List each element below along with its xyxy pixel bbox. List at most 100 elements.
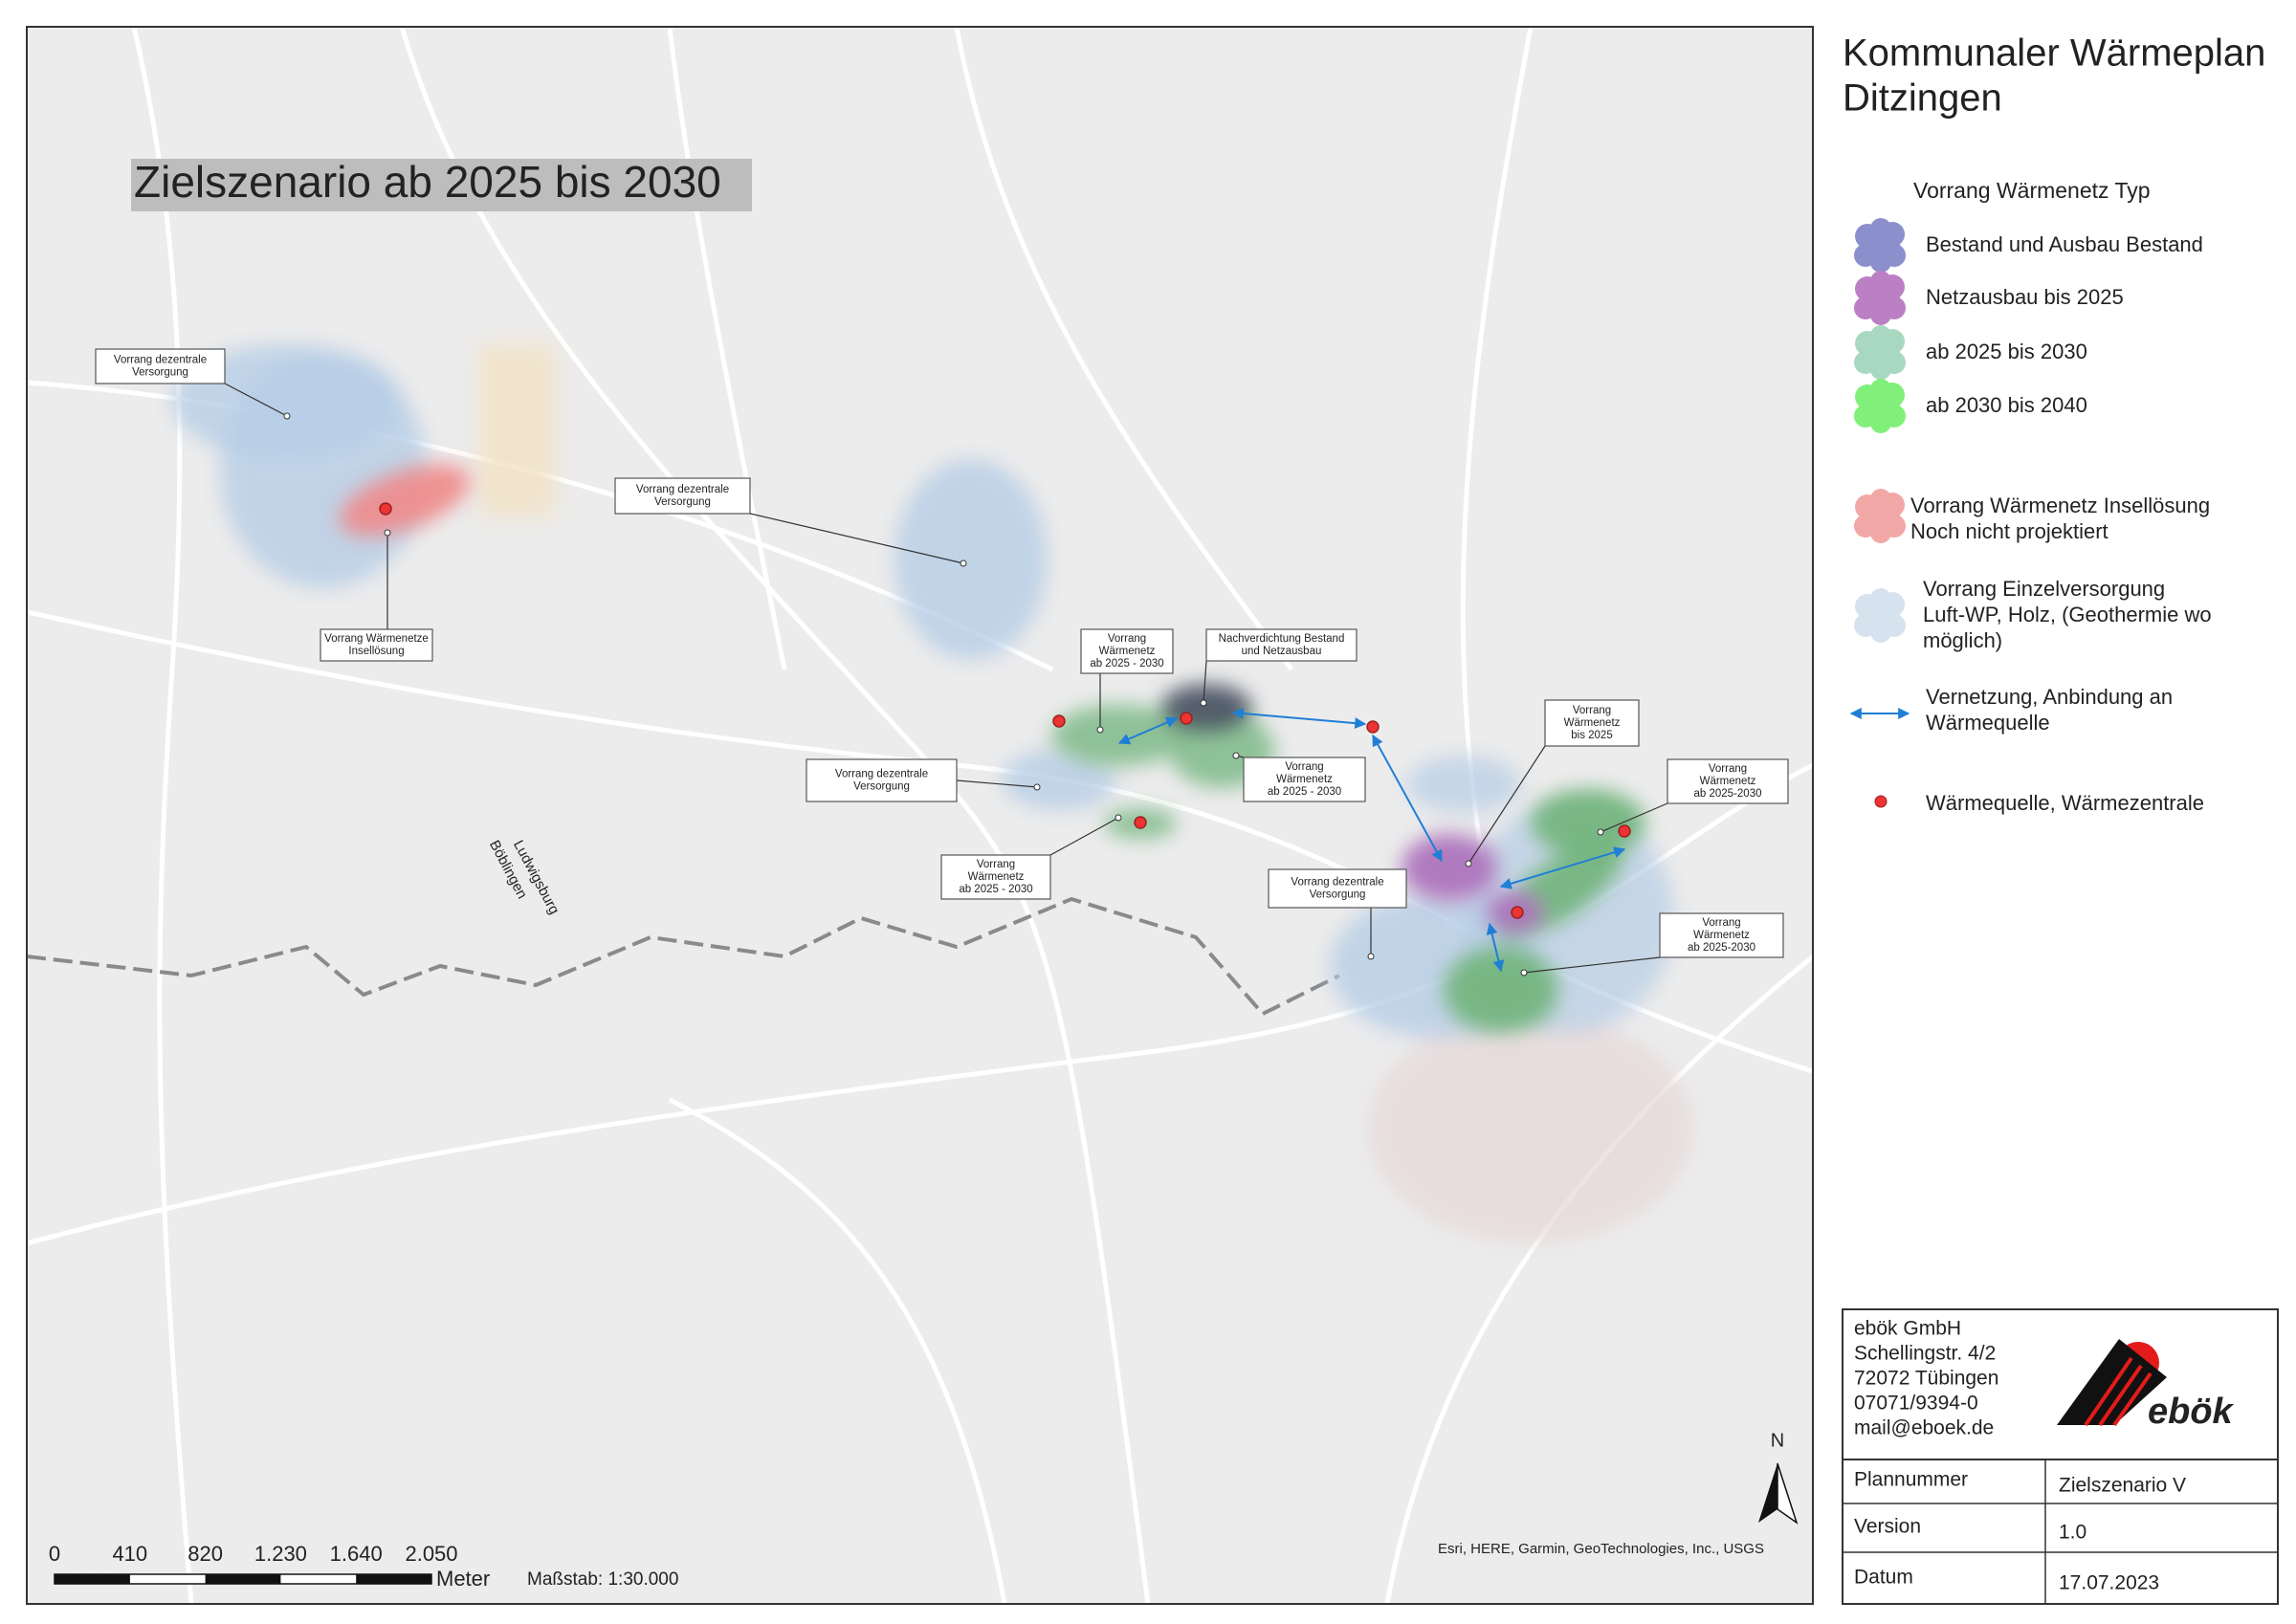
links — [1117, 707, 1626, 973]
callout-box — [1080, 628, 1174, 674]
callout-text: ab 2025 - 2030 — [1090, 658, 1163, 669]
leader-point — [1520, 969, 1528, 977]
scale-text: Maßstab: 1:30.000 — [527, 1569, 678, 1590]
callout-box — [1667, 758, 1789, 804]
callout-box — [1544, 699, 1640, 747]
legend-label: Netzausbau bis 2025 — [1926, 285, 2124, 309]
callout-text: Vorrang — [1702, 917, 1740, 929]
logo — [2057, 1339, 2167, 1427]
legend-swatch — [1870, 412, 1891, 433]
address-line: 07071/9394-0 — [1854, 1393, 1978, 1415]
legend-label: Vorrang Einzelversorgung — [1923, 577, 2165, 601]
legend-swatch — [1870, 379, 1891, 400]
network-areas — [339, 464, 1645, 1033]
callout-text: Nachverdichtung Bestand — [1219, 633, 1345, 645]
callout-box — [806, 758, 958, 802]
callout-text: Wärmenetz — [1276, 774, 1333, 785]
legend-swatch — [1870, 271, 1891, 292]
callout-text: Vorrang — [1285, 761, 1323, 773]
scale-label: 0 — [49, 1542, 60, 1566]
leader-point — [1597, 828, 1604, 836]
info: ebök GmbH Schellingstr. 4/2 72072 Tübingen… — [1854, 1318, 2186, 1594]
map-title: Zielszenario ab 2025 bis 2030 — [134, 157, 721, 207]
scale-label: 410 — [112, 1542, 147, 1566]
scale-unit: Meter — [436, 1567, 490, 1591]
scale-segment — [111, 1574, 130, 1584]
north-arrow — [1777, 1462, 1799, 1525]
callout-text: Vorrang — [977, 859, 1015, 870]
leader-point — [1200, 699, 1207, 707]
callout-box — [1205, 628, 1358, 662]
legend-swatch — [1870, 489, 1891, 510]
callout-text: ab 2025 - 2030 — [1268, 786, 1341, 798]
legend-swatch — [1870, 588, 1891, 609]
map-frame — [26, 26, 1814, 1605]
callout-text: Vorrang dezentrale — [835, 769, 928, 780]
address-line: Schellingstr. 4/2 — [1854, 1343, 1996, 1365]
leader-line — [1523, 956, 1661, 974]
leader-point — [1232, 752, 1240, 759]
callout-text: Wärmenetz — [1099, 646, 1156, 657]
legend-label: Vernetzung, Anbindung an — [1926, 685, 2173, 709]
scale-label: 1.230 — [254, 1542, 307, 1566]
leader-point — [960, 560, 967, 567]
legend-label: Luft-WP, Holz, (Geothermie wo — [1923, 603, 2212, 626]
info-cell: Datum — [1854, 1567, 1913, 1589]
callout-text: Wärmenetz — [1693, 930, 1750, 941]
scale-segment — [55, 1574, 130, 1584]
callout-box — [1659, 912, 1784, 958]
north-label: N — [1771, 1430, 1784, 1451]
callout-text: Vorrang — [1108, 633, 1146, 645]
roads — [27, 27, 1813, 1604]
leader-line — [1049, 817, 1119, 856]
legend-swatch — [1870, 252, 1891, 273]
callout-text: ab 2025-2030 — [1694, 788, 1762, 800]
leader-point — [1367, 953, 1375, 960]
leader-point — [1465, 860, 1472, 867]
callout-box — [940, 854, 1051, 900]
legend-label: ab 2030 bis 2040 — [1926, 393, 2087, 417]
legend-label: möglich) — [1923, 628, 2002, 652]
callout-text: Vorrang dezentrale — [114, 355, 207, 366]
map-title-box — [131, 159, 752, 211]
callout-text: ab 2025-2030 — [1688, 942, 1755, 954]
legend-label: Bestand und Ausbau Bestand — [1926, 232, 2203, 256]
legend-swatch — [1870, 218, 1891, 239]
callout-text: Versorgung — [654, 496, 711, 508]
legend: Bestand und Ausbau Bestand Netzausbau bis… — [1849, 218, 2212, 815]
callout-text: ab 2025 - 2030 — [959, 884, 1032, 895]
attribution: Esri, HERE, Garmin, GeoTechnologies, Inc… — [1438, 1541, 1764, 1557]
callout-text: Vorrang — [1709, 763, 1747, 775]
callout-text: Versorgung — [132, 367, 188, 379]
leader-point — [384, 529, 391, 537]
leader-line — [749, 513, 964, 564]
legend-swatch — [1870, 325, 1891, 346]
leader-line — [1468, 745, 1546, 865]
callout-text: Vorrang dezentrale — [636, 484, 729, 495]
scale-segment — [356, 1574, 431, 1584]
leader-line — [224, 383, 288, 417]
callout-text: Wärmenetz — [968, 871, 1025, 883]
scale-label: 1.640 — [330, 1542, 383, 1566]
callout-text: Vorrang Wärmenetze — [324, 633, 429, 645]
legend-label: Vorrang Wärmenetz Insellösung — [1910, 494, 2210, 517]
legend-swatch — [1870, 522, 1891, 543]
callout-text: Wärmenetz — [1564, 717, 1621, 729]
info-cell: Zielszenario V — [2059, 1475, 2186, 1497]
leader-line — [956, 779, 1038, 788]
logo-text: ebök — [2148, 1392, 2235, 1432]
callout-box — [1243, 757, 1366, 802]
subtitle: Ditzingen — [1843, 77, 2002, 120]
callout-text: Versorgung — [853, 781, 910, 793]
scale-label: 820 — [188, 1542, 223, 1566]
callout-box — [320, 628, 433, 662]
legend-swatch — [1870, 359, 1891, 380]
info-cell: Plannummer — [1854, 1469, 1968, 1491]
scale-segment — [73, 1574, 93, 1584]
scale-segment — [205, 1574, 281, 1584]
leader-line — [1203, 660, 1207, 704]
callout-box — [614, 477, 751, 515]
info-box: ebök — [1842, 1308, 2279, 1605]
